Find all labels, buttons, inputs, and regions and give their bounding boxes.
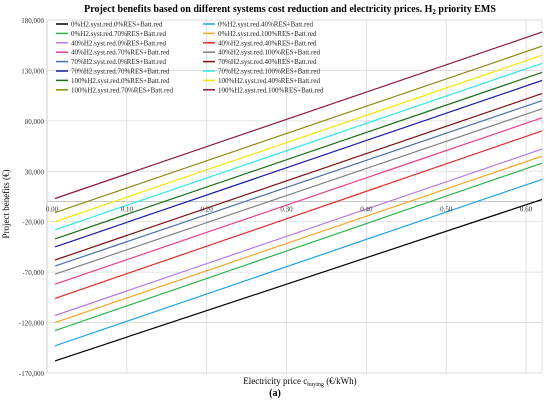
series-line [54, 31, 543, 200]
legend-entry: 100%H2.syst.red.100%RES+Batt.red [218, 86, 324, 94]
x-tick-label: 0.40 [360, 206, 373, 214]
legend-entry: 70%H2.syst.red.0%RES+Batt.red [71, 58, 166, 66]
legend-entry: 70%H2.syst.red.70%RES+Batt.red [71, 68, 170, 76]
series-line [54, 45, 543, 214]
legend-entry: 40%H2.syst.red.100%RES+Batt.red [218, 49, 320, 57]
x-tick-label: 0.20 [201, 206, 214, 214]
y-tick-label: 80,000 [25, 118, 45, 126]
x-tick-label: 0.50 [440, 206, 453, 214]
legend-entry: 40%H2.syst.red.0%RES+Batt.red [71, 39, 166, 47]
legend-entry: 40%H2.syst.red.70%RES+Batt.red [71, 49, 170, 57]
series-line [54, 162, 543, 332]
series-line [54, 198, 543, 362]
x-tick-label: 0.00 [46, 206, 59, 214]
series-line [54, 108, 543, 275]
series-line [54, 79, 543, 248]
legend: 0%H2.syst.red.0%RES+Batt.red 0%H2.syst.re… [56, 21, 324, 94]
legend-entry: 0%H2.syst.red.70%RES+Batt.red [71, 30, 166, 38]
legend-entry: 100%H2.syst.red.70%RES+Batt.red [71, 86, 173, 94]
x-tick-label: 0.60 [520, 206, 533, 214]
series-line [54, 100, 543, 267]
figure-caption: (a) [269, 388, 281, 399]
legend-entry: 0%H2.syst.red.100%RES+Batt.red [218, 30, 317, 38]
y-tick-label: 30,000 [25, 168, 45, 176]
series-line [54, 93, 543, 261]
y-tick-label: -70,000 [22, 269, 44, 277]
y-axis-label: Project benefits (€) [1, 170, 11, 239]
chart-title: Project benefits based on different syst… [84, 4, 496, 16]
series-line [54, 130, 543, 299]
legend-entry: 0%H2.syst.red.0%RES+Batt.red [71, 21, 163, 29]
legend-entry: 70%H2.syst.red.40%RES+Batt.red [218, 58, 317, 66]
x-tick-label: 0.30 [280, 206, 293, 214]
series-line [54, 117, 543, 285]
axis-layer [46, 20, 542, 373]
y-tick-label: 180,000 [21, 17, 44, 25]
legend-entry: 40%H2.syst.red.40%RES+Batt.red [218, 39, 317, 47]
series-layer [54, 31, 543, 362]
legend-entry: 70%H2.syst.red.100%RES+Batt.red [218, 68, 320, 76]
series-line [54, 71, 543, 240]
chart-svg: 180,000 130,000 80,000 30,000 -20,000 -70,000… [1, 4, 543, 388]
y-tick-label: -170,000 [19, 370, 45, 378]
x-axis-label: Electricity price cbuying (€/kWh) [243, 376, 356, 388]
series-line [54, 155, 543, 324]
y-tick-label: 130,000 [21, 67, 44, 75]
x-tick-label: 0.10 [121, 206, 134, 214]
series-line [54, 178, 543, 347]
legend-entry: 0%H2.syst.red.40%RES+Batt.red [218, 21, 313, 29]
y-tick-label: -20,000 [22, 219, 44, 227]
series-line [54, 54, 543, 223]
series-line [54, 62, 543, 231]
y-tick-label: -120,000 [19, 320, 45, 328]
series-line [54, 148, 543, 317]
legend-entry: 100%H2.syst.red.40%RES+Batt.red [218, 77, 320, 85]
legend-entry: 100%H2.syst.red.0%RES+Batt.red [71, 77, 170, 85]
label-layer: 180,000 130,000 80,000 30,000 -20,000 -70,000… [19, 17, 533, 378]
